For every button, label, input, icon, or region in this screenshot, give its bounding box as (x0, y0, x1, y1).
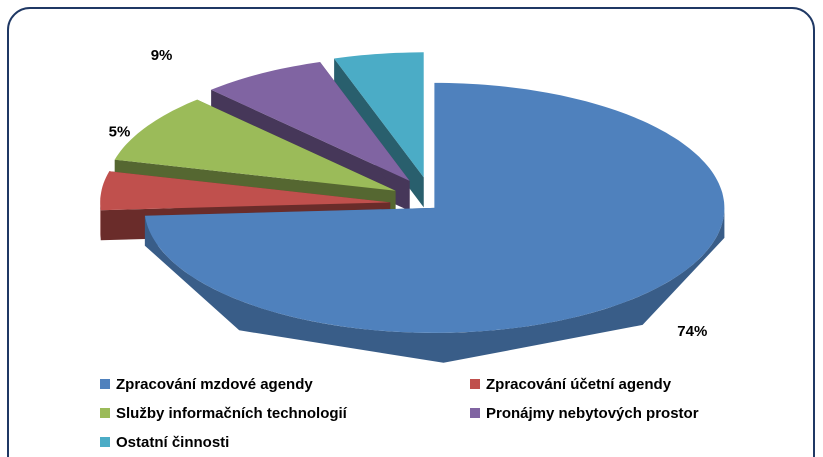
legend-label: Zpracování mzdové agendy (116, 376, 313, 393)
legend-label: Ostatní činnosti (116, 434, 229, 451)
value-label: 5% (109, 124, 131, 141)
slice-top (114, 99, 396, 191)
legend-label: Zpracování účetní agendy (486, 376, 672, 393)
value-label: 74% (677, 323, 707, 340)
slice-top (334, 52, 424, 178)
legend-swatch (100, 379, 110, 389)
slice-top (211, 62, 410, 181)
value-labels: 5%7%9%5%74% (109, 47, 708, 340)
slice-top (144, 82, 725, 333)
legend-swatch (470, 379, 480, 389)
pie (100, 52, 725, 363)
legend-label: Pronájmy nebytových prostor (486, 405, 699, 422)
legend-swatch (100, 437, 110, 447)
legend-label: Služby informačních technologií (116, 405, 348, 422)
value-label: 9% (151, 47, 173, 64)
slice-top (100, 171, 391, 211)
slice-side (144, 207, 725, 363)
legend-swatch (470, 408, 480, 418)
slice (144, 82, 725, 363)
slice-side (100, 202, 101, 241)
legend: Zpracování mzdové agendy Zpracování účetn… (100, 376, 699, 451)
legend-swatch (100, 408, 110, 418)
